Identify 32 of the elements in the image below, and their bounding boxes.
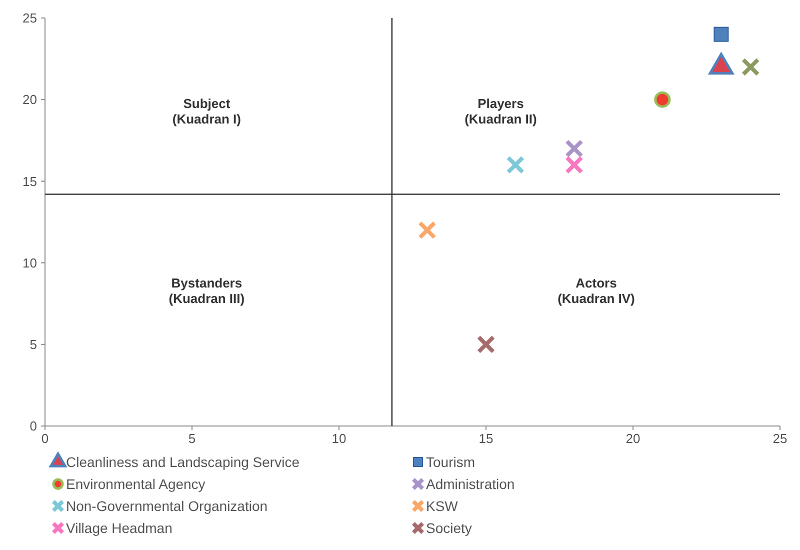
legend-label: Society: [426, 520, 472, 536]
annotation: Players (Kuadran II): [464, 96, 537, 126]
x-tick-label: 20: [626, 431, 640, 446]
x-tick-label: 5: [188, 431, 196, 446]
point: [506, 156, 525, 174]
x-tick-label: 10: [332, 431, 346, 446]
x-tick-label: 0: [41, 431, 49, 446]
point: [476, 335, 496, 354]
y-tick-label: 5: [30, 336, 37, 352]
x-tick-label: 25: [772, 431, 788, 446]
point: [741, 58, 760, 76]
legend-label: KSW: [426, 498, 459, 514]
y-tick-label: 25: [22, 10, 37, 26]
point: [714, 26, 729, 42]
point: [654, 91, 671, 108]
point: [564, 156, 584, 174]
point: [418, 220, 436, 240]
annotation: Actors (Kuadran IV): [558, 275, 635, 306]
annotation: Bystanders (Kuadran III): [168, 275, 245, 306]
annotation: Subject (Kuadran I): [172, 96, 242, 126]
y-tick-label: 20: [22, 92, 37, 108]
legend-label: Tourism: [426, 454, 476, 470]
x-tick-label: 15: [478, 431, 494, 446]
legend-label: Administration: [426, 476, 515, 492]
point: [564, 139, 584, 158]
y-tick-label: 15: [22, 174, 37, 189]
legend-label: Cleanliness and Landscaping Service: [66, 454, 300, 470]
legend-label: Non-Governmental Organization: [66, 498, 268, 514]
legend-label: Village Headman: [66, 520, 172, 536]
y-tick-label: 10: [22, 255, 37, 270]
legend-label: Environmental Agency: [66, 476, 206, 492]
y-tick-label: 0: [30, 418, 37, 434]
